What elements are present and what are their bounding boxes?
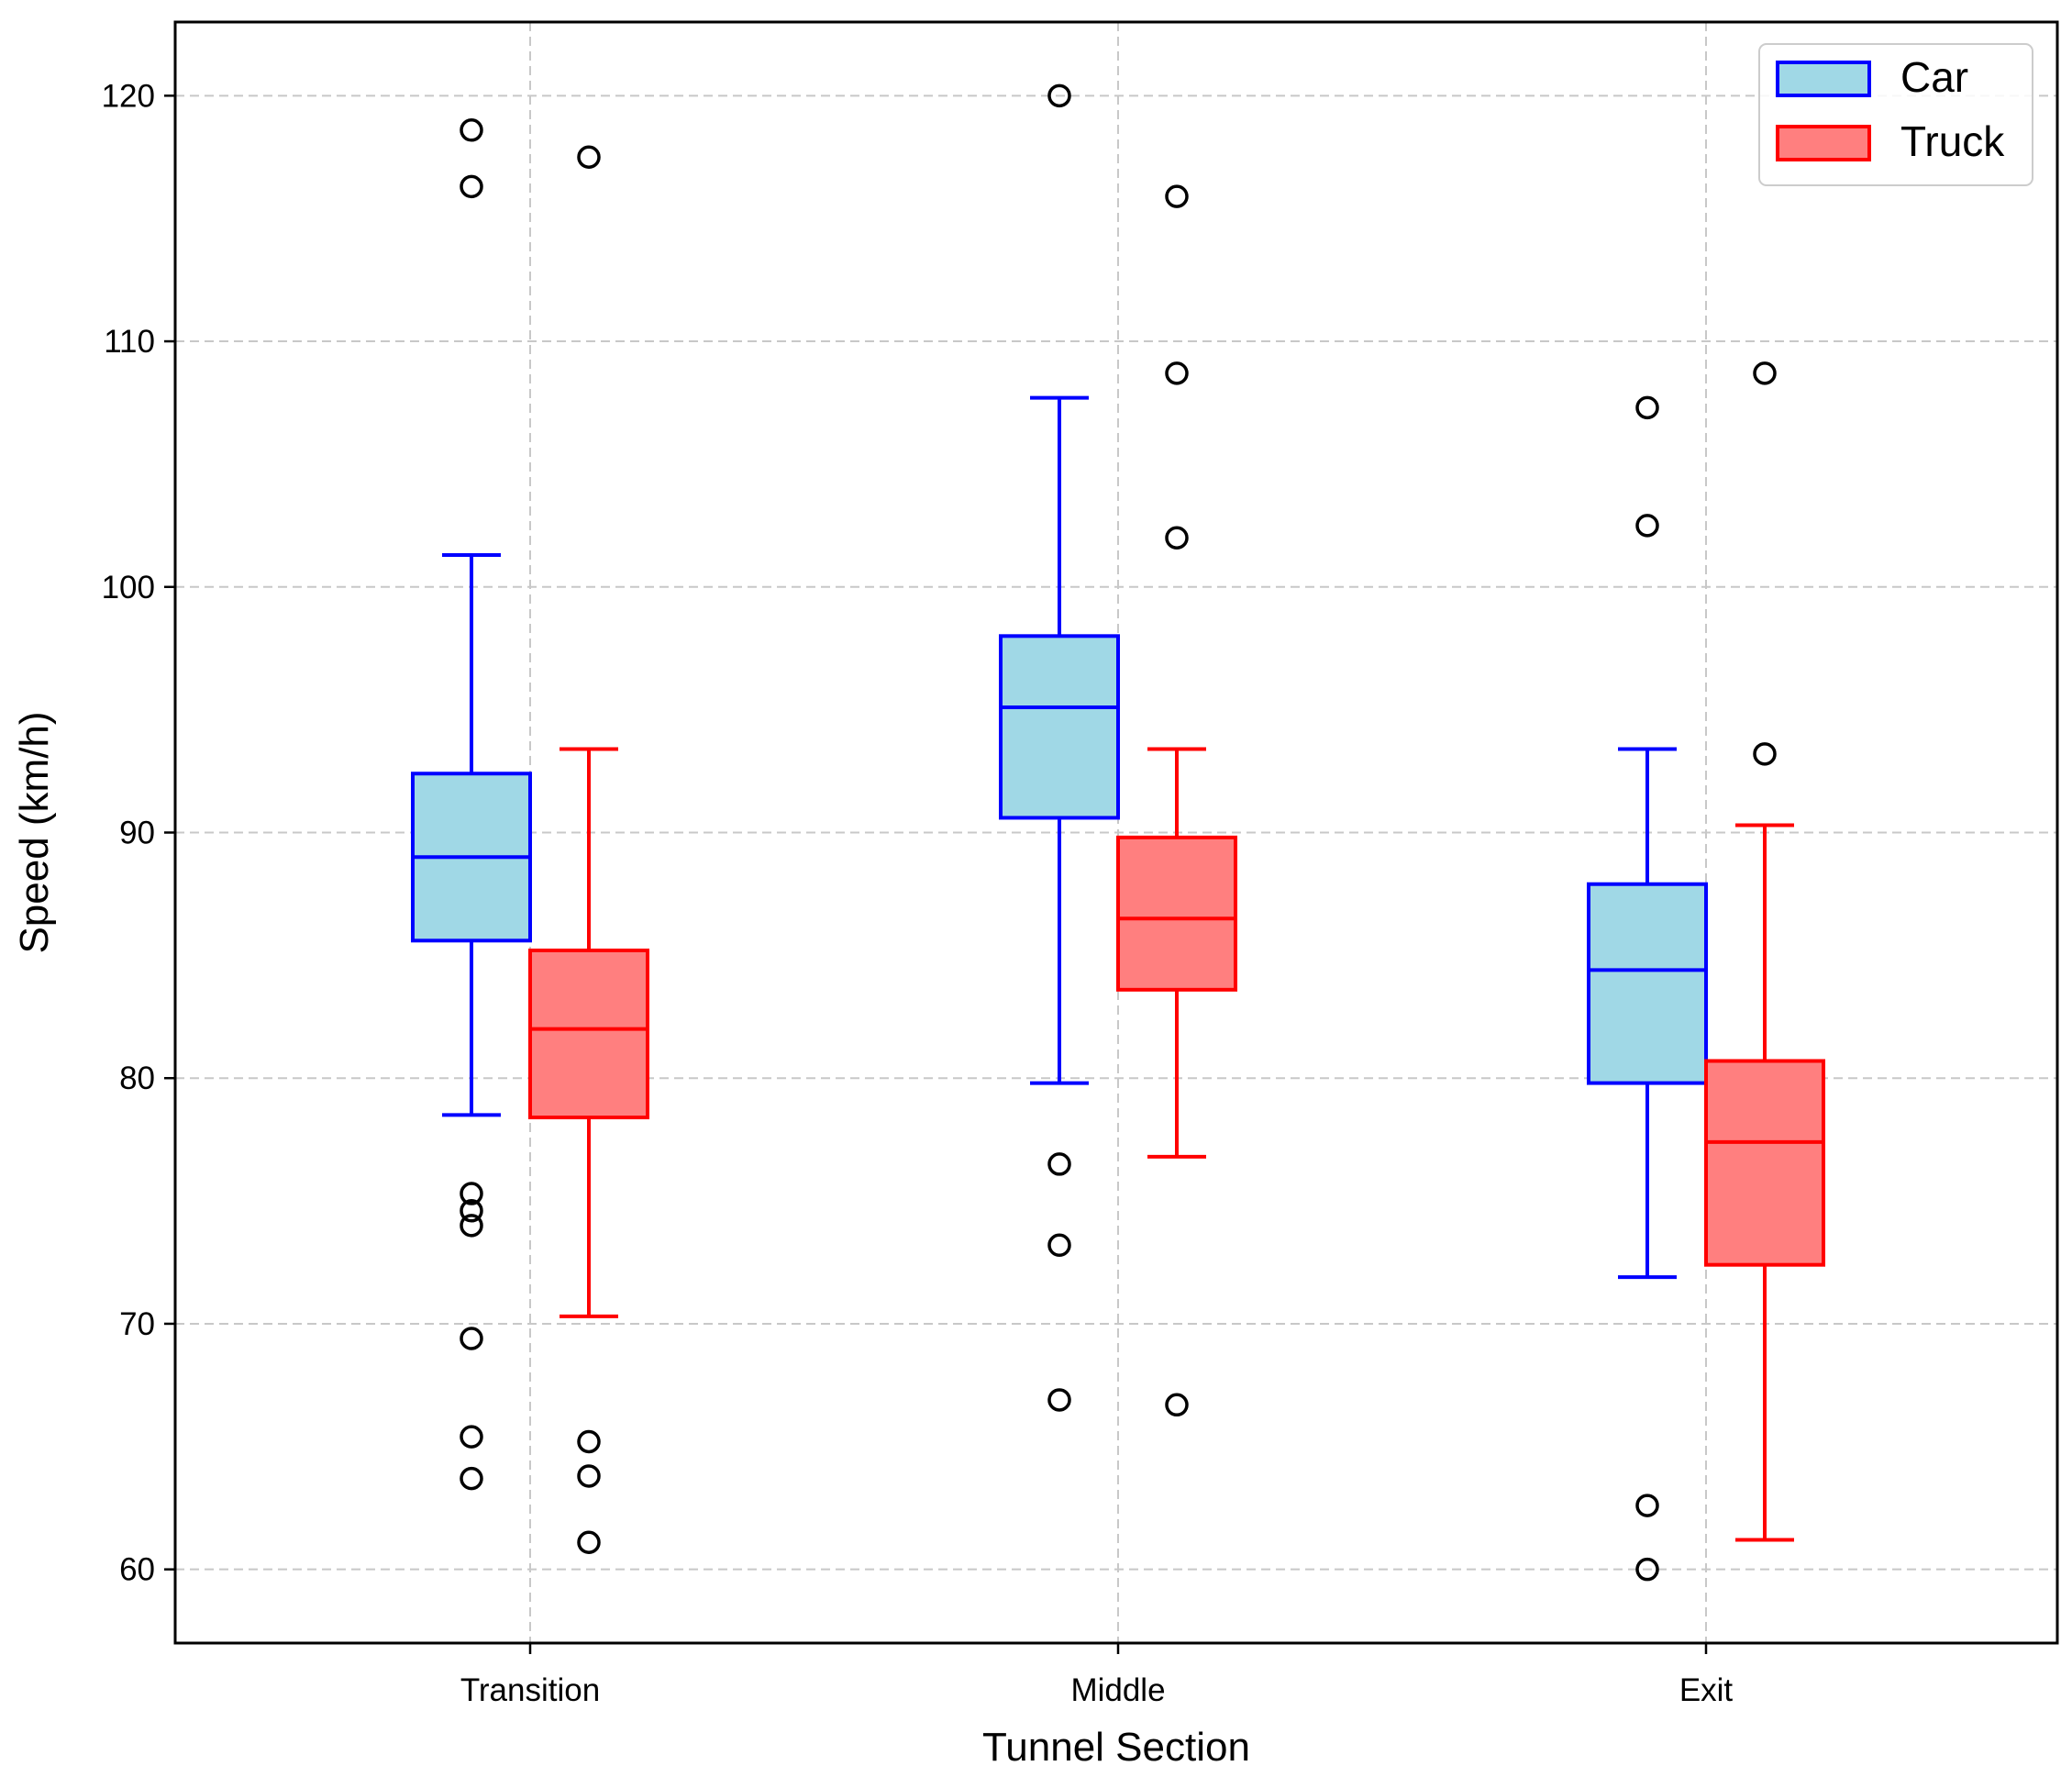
box-iqr	[999, 634, 1120, 820]
outlier-point	[577, 1464, 601, 1488]
outlier-point	[460, 1182, 483, 1205]
box-iqr	[1116, 835, 1237, 992]
outlier-point	[1165, 526, 1189, 550]
outlier-point	[1753, 361, 1777, 385]
outlier-point	[460, 1199, 483, 1223]
outlier-point	[1047, 1388, 1071, 1412]
x-tick-label: Exit	[1679, 1672, 1734, 1708]
y-tick-label: 80	[119, 1061, 155, 1096]
box-series	[411, 83, 1825, 1582]
box-truck-transition	[528, 145, 649, 1554]
outlier-point	[1635, 395, 1659, 420]
y-tick-label: 60	[119, 1552, 155, 1588]
outlier-point	[460, 1214, 483, 1238]
outlier-point	[1165, 1393, 1189, 1417]
outlier-point	[577, 1530, 601, 1554]
legend-swatch-car	[1776, 61, 1871, 97]
outlier-point	[460, 1425, 483, 1449]
legend-label-truck: Truck	[1900, 117, 2005, 165]
box-car-middle	[999, 83, 1120, 1412]
y-tick-label: 70	[119, 1306, 155, 1342]
legend-label-car: Car	[1900, 53, 1968, 101]
x-tick-label: Middle	[1070, 1672, 1165, 1708]
y-axis-title: Speed (km/h)	[12, 711, 57, 953]
outlier-point	[1047, 83, 1071, 108]
box-truck-middle	[1116, 184, 1237, 1417]
outlier-point	[1753, 742, 1777, 766]
box-car-exit	[1587, 395, 1708, 1582]
outlier-point	[1047, 1233, 1071, 1258]
outlier-point	[1165, 184, 1189, 208]
legend-swatch-truck	[1776, 125, 1871, 161]
outlier-point	[1047, 1152, 1071, 1176]
box-truck-exit	[1704, 361, 1825, 1542]
outlier-point	[577, 145, 601, 169]
axes: 60 70 80 90 100 110 120 Transition Middle Exit	[102, 78, 1734, 1708]
legend: Car Truck	[1758, 43, 2033, 186]
x-tick-label: Transition	[460, 1672, 600, 1708]
box-iqr	[1704, 1059, 1825, 1267]
outlier-point	[460, 118, 483, 142]
outlier-point	[1165, 361, 1189, 385]
outlier-point	[460, 174, 483, 199]
box-iqr	[1587, 882, 1708, 1085]
outlier-point	[460, 1327, 483, 1350]
box-car-transition	[411, 118, 532, 1491]
y-tick-label: 90	[119, 816, 155, 851]
outlier-point	[460, 1466, 483, 1491]
y-tick-label: 120	[102, 78, 155, 114]
y-tick-label: 110	[104, 324, 155, 360]
y-tick-label: 100	[102, 570, 155, 605]
outlier-point	[1635, 514, 1659, 538]
x-axis-title: Tunnel Section	[982, 1725, 1250, 1770]
outlier-point	[1635, 1494, 1659, 1517]
outlier-point	[1635, 1557, 1659, 1582]
outlier-point	[577, 1429, 601, 1454]
box-iqr	[528, 949, 649, 1120]
